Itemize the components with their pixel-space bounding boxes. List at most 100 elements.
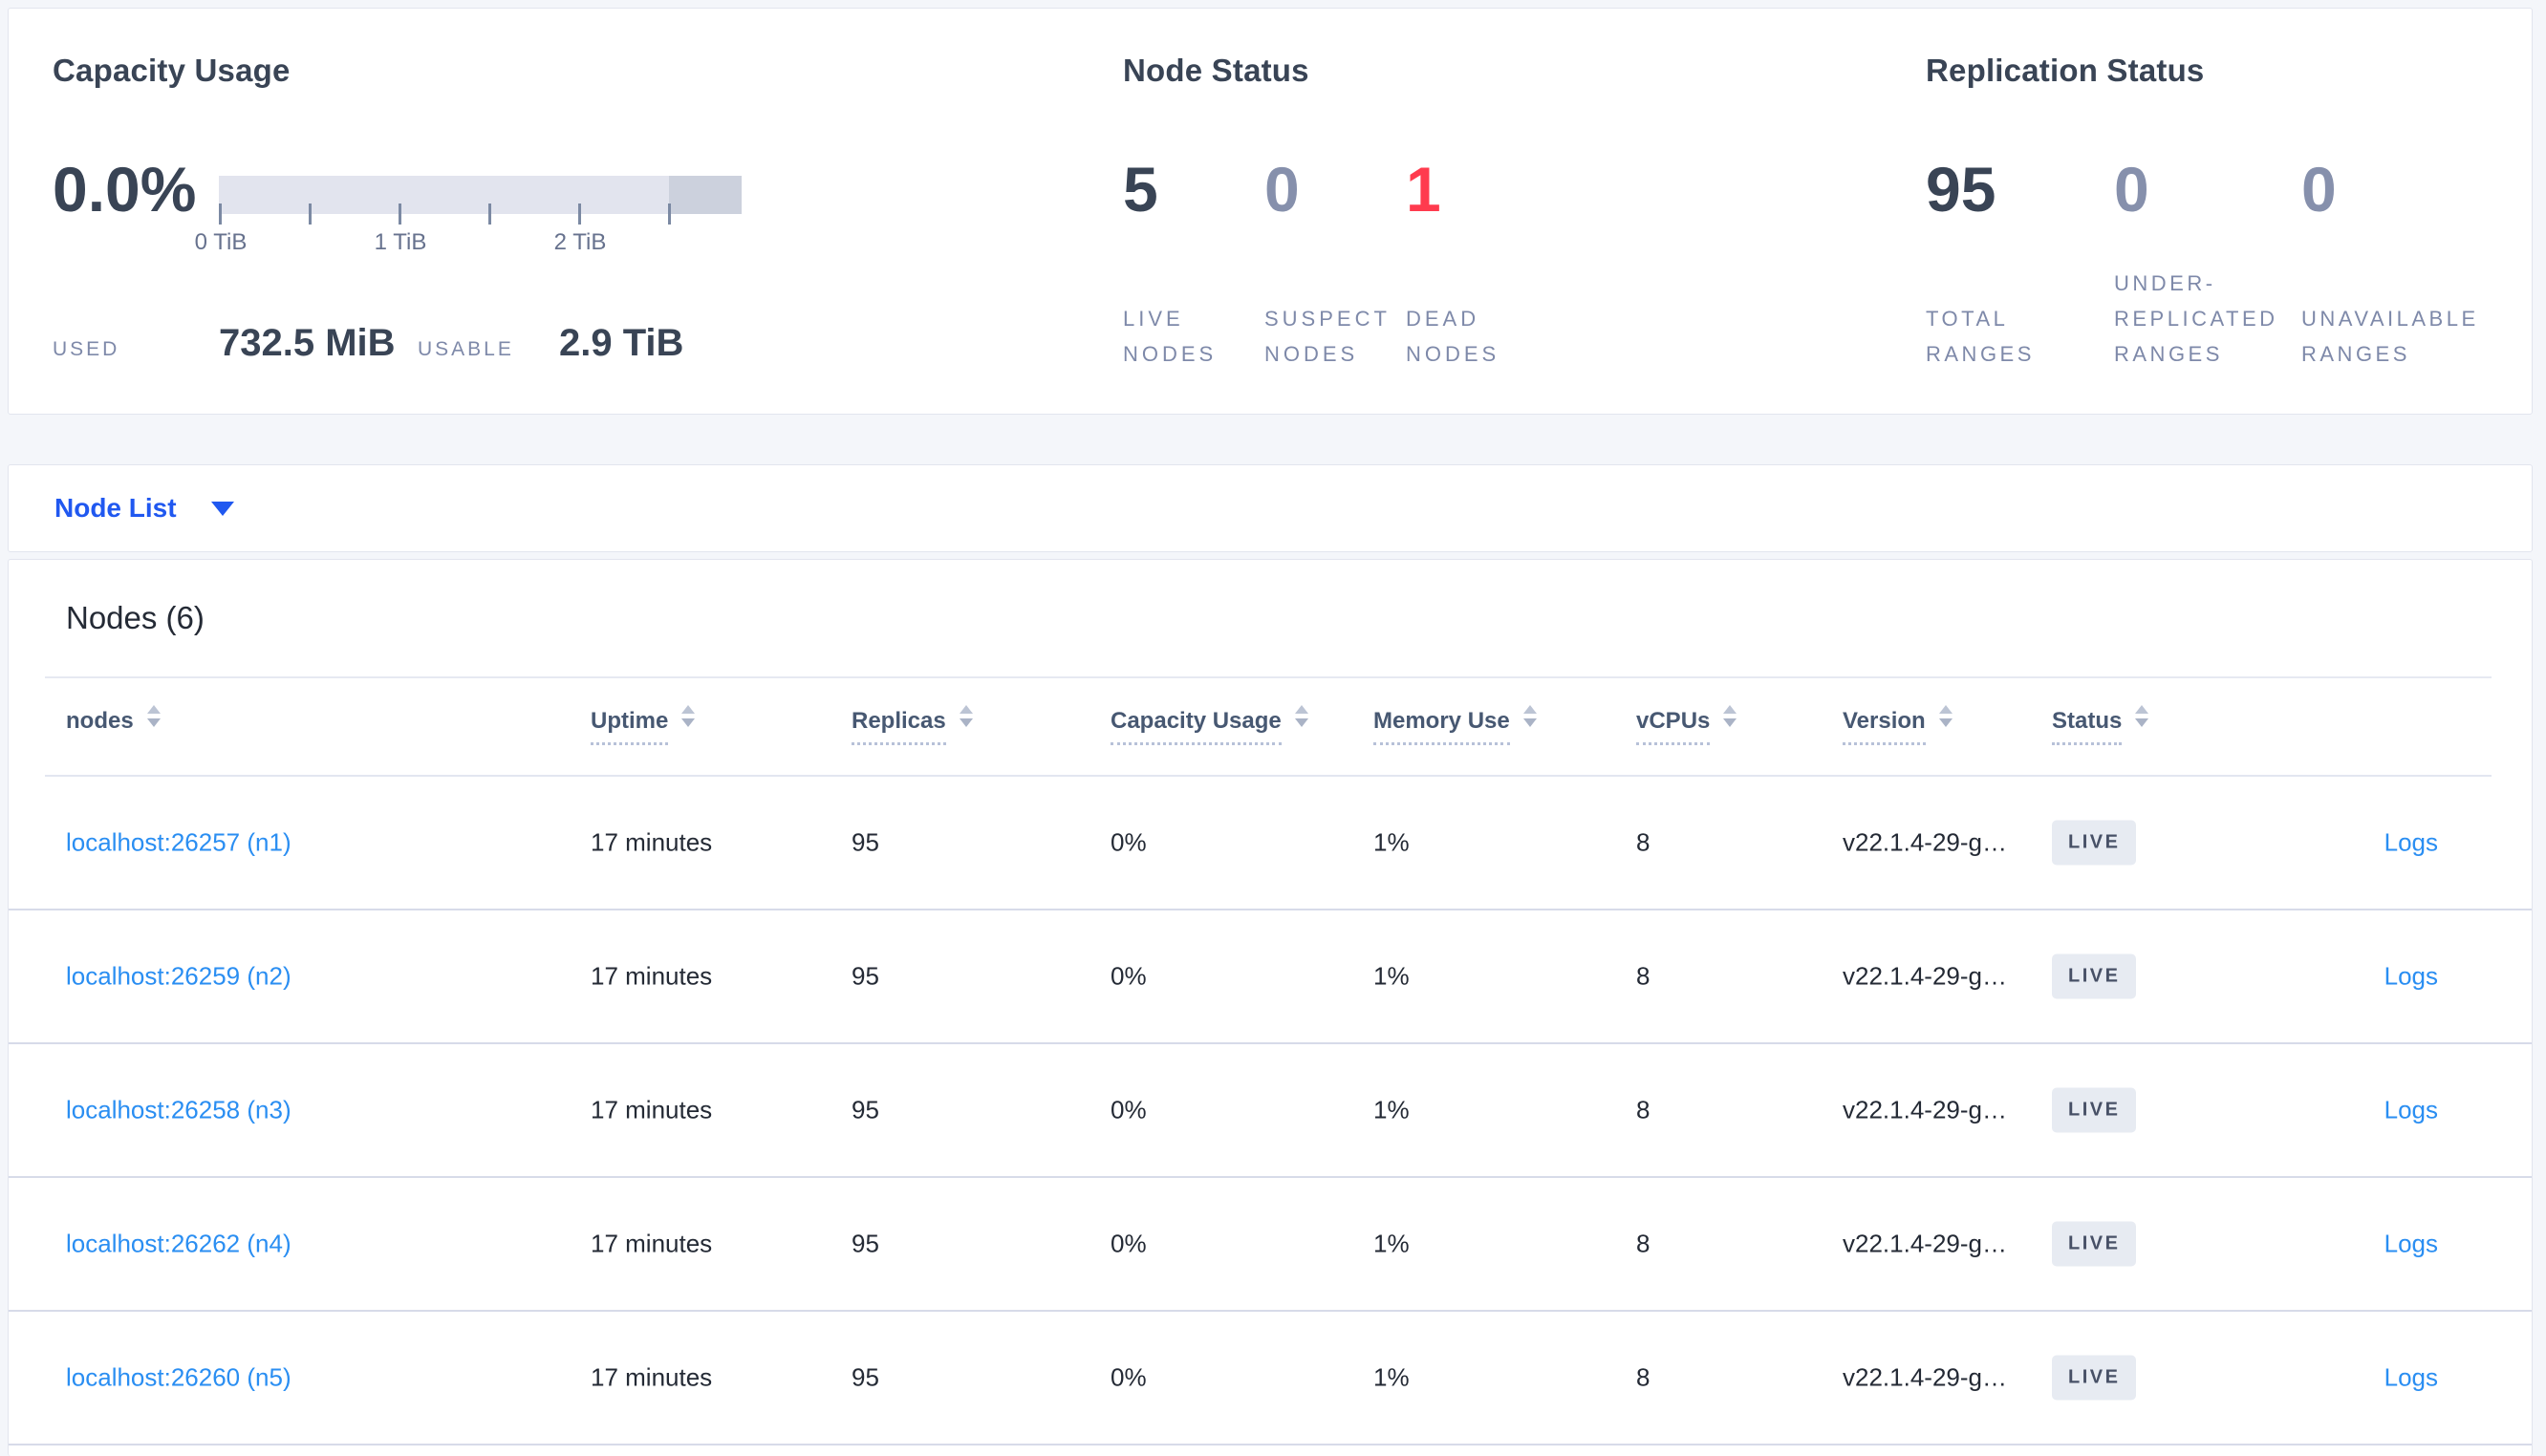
sort-icon[interactable] xyxy=(959,705,973,727)
table-row: localhost:26260 (n5) 17 minutes 95 0% 1%… xyxy=(9,1312,2532,1445)
usable-value: 2.9 TiB xyxy=(559,322,684,364)
logs-link[interactable]: Logs xyxy=(2384,961,2438,991)
uptime-cell: 17 minutes xyxy=(591,1229,713,1258)
capacity-usage-title: Capacity Usage xyxy=(53,53,291,88)
replicas-cell: 95 xyxy=(852,1229,879,1258)
node-link[interactable]: localhost:26258 (n3) xyxy=(66,1095,291,1124)
node-link[interactable]: localhost:26259 (n2) xyxy=(66,961,291,991)
memory-cell: 1% xyxy=(1373,1362,1410,1392)
sort-icon[interactable] xyxy=(681,705,696,727)
replicas-cell: 95 xyxy=(852,827,879,857)
chevron-down-icon xyxy=(210,501,234,516)
axis-tick-label: 0 TiB xyxy=(194,229,248,255)
column-header-label: Memory Use xyxy=(1373,708,1510,745)
capacity-bar-reserved-segment xyxy=(669,176,742,214)
node-link[interactable]: localhost:26257 (n1) xyxy=(66,827,291,857)
axis-tick xyxy=(309,203,312,225)
divider xyxy=(45,676,2492,678)
axis-tick-label: 2 TiB xyxy=(553,229,607,255)
column-header-label: Status xyxy=(2052,708,2123,745)
table-row: localhost:26257 (n1) 17 minutes 95 0% 1%… xyxy=(9,777,2532,910)
uptime-cell: 17 minutes xyxy=(591,827,713,857)
axis-tick xyxy=(399,203,401,225)
logs-link[interactable]: Logs xyxy=(2384,1095,2438,1124)
status-badge: LIVE xyxy=(2052,1221,2137,1267)
sort-icon[interactable] xyxy=(1522,705,1537,727)
cluster-summary-panel: Capacity Usage 0.0% 0 TiB 1 TiB 2 TiB US… xyxy=(8,8,2533,415)
node-list-dropdown-label[interactable]: Node List xyxy=(54,493,177,523)
sort-icon[interactable] xyxy=(146,705,161,727)
nodes-table-title: Nodes (6) xyxy=(66,600,205,635)
capacity-used-percent: 0.0% xyxy=(53,154,197,225)
column-header-version[interactable]: Version xyxy=(1843,705,1953,745)
dead-nodes-label: DEAD NODES xyxy=(1406,307,1500,366)
uptime-cell: 17 minutes xyxy=(591,1095,713,1124)
replicas-cell: 95 xyxy=(852,1362,879,1392)
column-header-memory-use[interactable]: Memory Use xyxy=(1373,705,1537,745)
logs-link[interactable]: Logs xyxy=(2384,1229,2438,1258)
column-header-label: nodes xyxy=(66,708,134,734)
capacity-cell: 0% xyxy=(1111,1229,1147,1258)
memory-cell: 1% xyxy=(1373,827,1410,857)
axis-tick xyxy=(668,203,671,225)
axis-tick xyxy=(219,203,222,225)
divider xyxy=(45,775,2492,777)
dead-nodes-count: 1 xyxy=(1406,154,1441,225)
status-badge: LIVE xyxy=(2052,1355,2137,1401)
view-selector-bar: Node List xyxy=(8,464,2533,552)
memory-cell: 1% xyxy=(1373,961,1410,991)
status-badge: LIVE xyxy=(2052,820,2137,866)
unavailable-ranges-label: UNAVAILABLE RANGES xyxy=(2301,307,2479,366)
usable-label: USABLE xyxy=(418,338,514,360)
sort-icon[interactable] xyxy=(1294,705,1308,727)
column-header-status[interactable]: Status xyxy=(2052,705,2149,745)
sort-icon[interactable] xyxy=(1938,705,1953,727)
used-value: 732.5 MiB xyxy=(219,322,396,364)
node-link[interactable]: localhost:26260 (n5) xyxy=(66,1362,291,1392)
capacity-usage-bar xyxy=(219,176,742,214)
memory-cell: 1% xyxy=(1373,1095,1410,1124)
status-badge: LIVE xyxy=(2052,1087,2137,1133)
table-row: localhost:26258 (n3) 17 minutes 95 0% 1%… xyxy=(9,1044,2532,1178)
total-ranges-count: 95 xyxy=(1926,154,1996,225)
column-header-uptime[interactable]: Uptime xyxy=(591,705,696,745)
live-nodes-label: LIVE NODES xyxy=(1123,307,1218,366)
capacity-cell: 0% xyxy=(1111,1095,1147,1124)
sort-icon[interactable] xyxy=(1723,705,1737,727)
node-status-title: Node Status xyxy=(1123,53,1309,88)
column-header-label: Uptime xyxy=(591,708,669,745)
status-badge: LIVE xyxy=(2052,953,2137,999)
column-header-label: Version xyxy=(1843,708,1926,745)
column-header-vcpus[interactable]: vCPUs xyxy=(1636,705,1737,745)
version-cell: v22.1.4-29-g… xyxy=(1843,961,2007,991)
node-link[interactable]: localhost:26262 (n4) xyxy=(66,1229,291,1258)
column-header-label: vCPUs xyxy=(1636,708,1711,745)
table-row: localhost:26262 (n4) 17 minutes 95 0% 1%… xyxy=(9,1178,2532,1312)
logs-link[interactable]: Logs xyxy=(2384,1362,2438,1392)
version-cell: v22.1.4-29-g… xyxy=(1843,827,2007,857)
column-header-label: Capacity Usage xyxy=(1111,708,1282,745)
version-cell: v22.1.4-29-g… xyxy=(1843,1095,2007,1124)
used-label: USED xyxy=(53,338,120,360)
replicas-cell: 95 xyxy=(852,961,879,991)
under-replicated-ranges-count: 0 xyxy=(2114,154,2149,225)
replicas-cell: 95 xyxy=(852,1095,879,1124)
column-header-nodes[interactable]: nodes xyxy=(66,705,161,735)
suspect-nodes-count: 0 xyxy=(1264,154,1300,225)
node-list-dropdown[interactable]: Node List xyxy=(9,465,2532,551)
total-ranges-label: TOTAL RANGES xyxy=(1926,307,2035,366)
axis-tick xyxy=(578,203,581,225)
column-header-replicas[interactable]: Replicas xyxy=(852,705,973,745)
sort-icon[interactable] xyxy=(2135,705,2149,727)
uptime-cell: 17 minutes xyxy=(591,1362,713,1392)
column-header-capacity-usage[interactable]: Capacity Usage xyxy=(1111,705,1308,745)
capacity-cell: 0% xyxy=(1111,961,1147,991)
vcpus-cell: 8 xyxy=(1636,1362,1651,1392)
unavailable-ranges-count: 0 xyxy=(2301,154,2337,225)
capacity-cell: 0% xyxy=(1111,827,1147,857)
vcpus-cell: 8 xyxy=(1636,1095,1651,1124)
version-cell: v22.1.4-29-g… xyxy=(1843,1362,2007,1392)
nodes-table-card: Nodes (6) nodes Uptime Replicas Capacity… xyxy=(8,559,2533,1456)
logs-link[interactable]: Logs xyxy=(2384,827,2438,857)
column-header-label: Replicas xyxy=(852,708,946,745)
